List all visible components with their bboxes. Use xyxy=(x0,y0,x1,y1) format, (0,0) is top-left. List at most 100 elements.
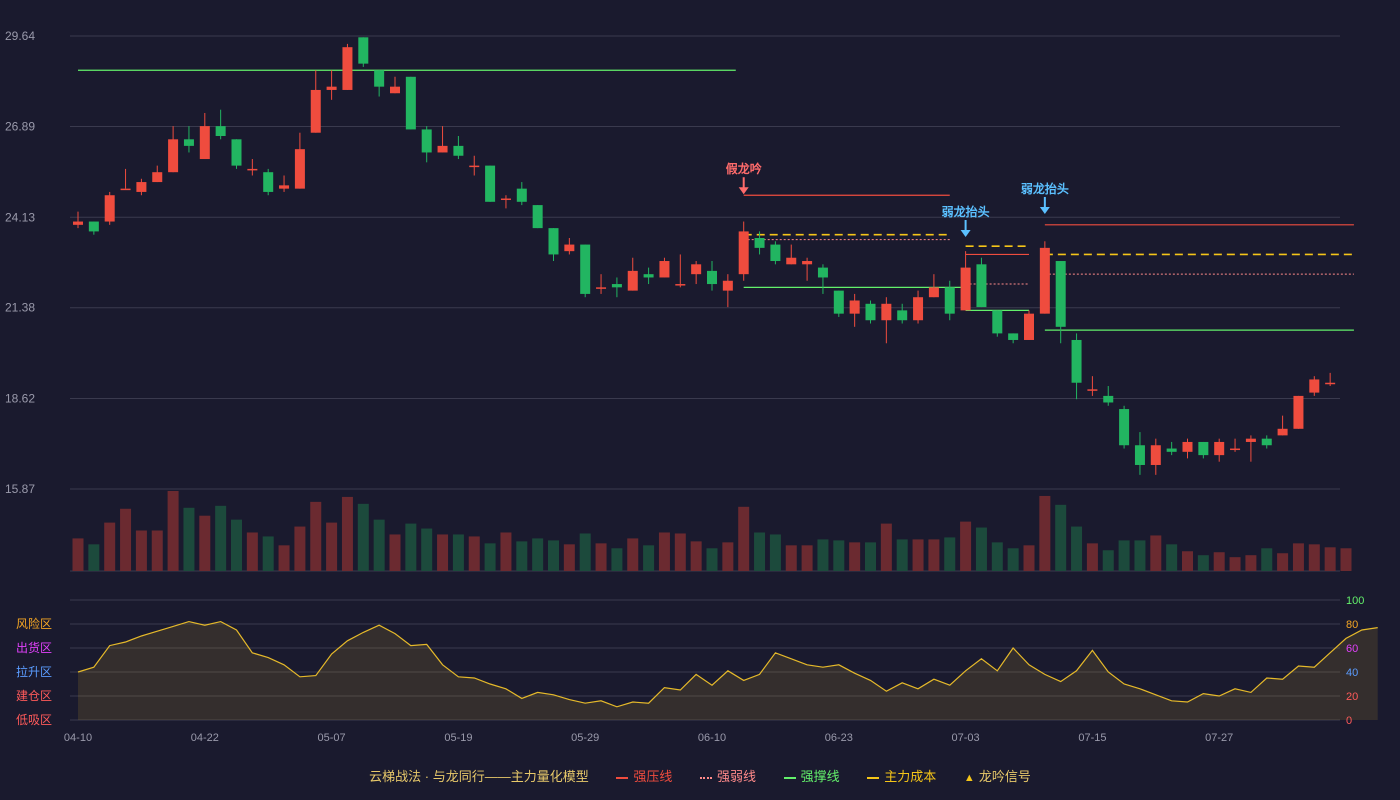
candle-body xyxy=(707,270,717,285)
signal-label: 假龙吟 xyxy=(726,161,762,176)
candle-body xyxy=(1230,448,1241,451)
candle-body xyxy=(247,168,258,171)
resistance-line-icon xyxy=(616,776,629,779)
volume-bar xyxy=(1261,548,1273,571)
candle-body xyxy=(532,205,543,229)
volume-bar xyxy=(960,521,972,571)
candle-body xyxy=(1261,438,1272,446)
volume-bar xyxy=(1197,555,1209,571)
indicator-tick-label: 80 xyxy=(1346,619,1358,631)
indicator-tick-label: 40 xyxy=(1346,667,1358,679)
zone-label: 出货区 xyxy=(16,640,52,655)
x-tick-label: 05-07 xyxy=(318,732,346,744)
signal-arrow-icon xyxy=(1039,206,1050,214)
price-tick-label: 18.62 xyxy=(5,392,35,406)
volume-bar xyxy=(738,506,750,571)
volume-bar xyxy=(262,536,274,571)
candle-body xyxy=(913,297,924,321)
volume-bar xyxy=(991,542,1003,571)
candle-body xyxy=(421,129,432,153)
candle-body xyxy=(1103,395,1114,403)
candle-body xyxy=(849,300,860,314)
volume-bar xyxy=(246,532,258,571)
volume-bar xyxy=(579,533,591,571)
indicator-tick-label: 20 xyxy=(1346,691,1358,703)
candle-body xyxy=(1087,389,1098,391)
volume-bar xyxy=(373,519,385,571)
volume-bar xyxy=(326,522,338,571)
candle-body xyxy=(120,188,131,191)
volume-bar xyxy=(1102,550,1114,571)
candle-body xyxy=(88,221,99,232)
volume-bar xyxy=(944,537,956,571)
candle-body xyxy=(279,185,290,189)
x-tick-label: 07-15 xyxy=(1078,732,1106,744)
volume-bar xyxy=(643,545,655,571)
candle-body xyxy=(691,264,702,275)
candle-body xyxy=(802,261,813,265)
candle-body xyxy=(183,139,194,146)
volume-bar xyxy=(1150,535,1162,571)
grid-layer xyxy=(70,35,1340,721)
x-tick-label: 04-22 xyxy=(191,732,219,744)
candle-body xyxy=(738,231,749,275)
volume-bar xyxy=(1134,540,1146,571)
candle-body xyxy=(500,198,511,201)
candle-body xyxy=(611,284,622,288)
cost-line-icon xyxy=(867,776,880,779)
candle-body xyxy=(437,145,448,153)
volume-bar xyxy=(468,536,480,571)
signal-label: 弱龙抬头 xyxy=(1021,181,1069,196)
volume-bar xyxy=(120,508,132,571)
candle-body xyxy=(992,310,1003,334)
volume-bar xyxy=(611,548,623,571)
candle-body xyxy=(199,126,210,160)
candle-body xyxy=(104,195,115,222)
volume-bar xyxy=(769,534,781,571)
candle-body xyxy=(580,244,591,294)
volume-bar xyxy=(865,542,876,571)
candle-body xyxy=(1245,438,1256,442)
legend-title: 云梯战法 · 与龙同行——主力量化模型 xyxy=(369,769,589,784)
volume-bar xyxy=(849,542,861,571)
candle-body xyxy=(1214,441,1225,456)
weak-line-icon xyxy=(700,776,712,779)
volume-bar xyxy=(1292,543,1304,571)
signal-arrow-icon xyxy=(960,229,971,237)
volume-bar xyxy=(754,532,766,571)
candle-body xyxy=(564,244,575,252)
volume-bar xyxy=(135,530,147,571)
candle-body xyxy=(1119,409,1130,446)
candle-body xyxy=(136,182,147,192)
indicator-line xyxy=(77,620,1378,708)
overlay-lines-layer xyxy=(78,69,1354,331)
candle-body xyxy=(786,257,797,265)
volume-bar xyxy=(1182,551,1193,571)
volume-bar xyxy=(880,523,892,571)
legend-item-resistance: 强压线 xyxy=(616,766,672,785)
x-tick-label: 05-19 xyxy=(444,732,472,744)
candle-body xyxy=(881,303,892,321)
volume-bar xyxy=(896,539,908,571)
legend-label-signal: 龙吟信号 xyxy=(978,769,1031,784)
volume-bar xyxy=(595,543,607,571)
candle-body xyxy=(643,274,654,278)
volume-bar xyxy=(1071,526,1083,571)
volume-bar xyxy=(674,533,686,571)
volume-bar xyxy=(421,528,433,571)
price-tick-label: 15.87 xyxy=(5,482,35,496)
candle-body xyxy=(231,139,242,166)
volume-bar xyxy=(294,526,306,571)
volume-bar xyxy=(1039,495,1051,571)
volume-bar xyxy=(199,515,211,571)
x-tick-label: 06-23 xyxy=(825,732,853,744)
candle-body xyxy=(897,310,908,321)
volume-bar xyxy=(151,530,163,571)
volume-bar xyxy=(1118,540,1130,571)
volume-bar xyxy=(1166,544,1178,571)
volume-bar xyxy=(452,534,464,571)
zone-label: 建仓区 xyxy=(16,689,52,703)
volume-bar xyxy=(231,519,242,571)
volume-bar xyxy=(912,539,924,571)
